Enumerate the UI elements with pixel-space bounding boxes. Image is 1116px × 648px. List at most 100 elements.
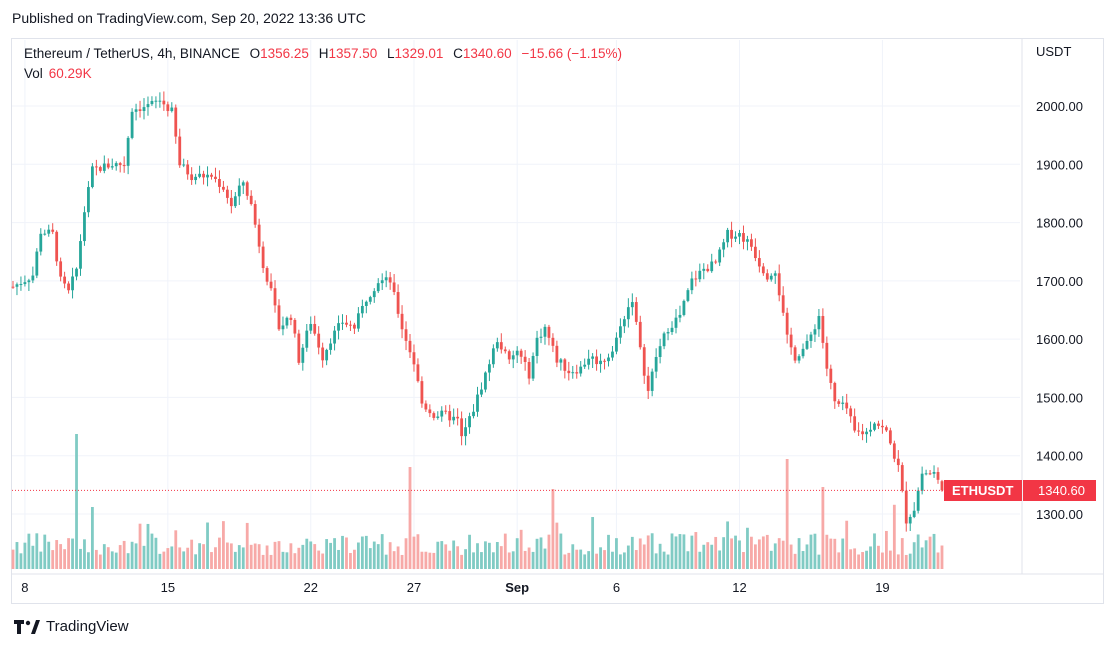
candle-body bbox=[126, 137, 130, 166]
candle-body bbox=[460, 418, 464, 437]
volume-bar bbox=[595, 553, 598, 569]
candle-body bbox=[785, 312, 789, 335]
volume-bar bbox=[619, 554, 622, 569]
volume-bar bbox=[571, 544, 575, 569]
volume-bar bbox=[793, 553, 797, 569]
volume-bar bbox=[777, 538, 781, 569]
volume-bar bbox=[615, 538, 618, 569]
volume-bar bbox=[912, 542, 916, 569]
volume-bar bbox=[789, 544, 793, 569]
candle-body bbox=[833, 382, 837, 402]
candle-body bbox=[55, 231, 59, 262]
candle-body bbox=[718, 249, 722, 263]
volume-bar bbox=[420, 551, 424, 569]
candle-body bbox=[285, 317, 289, 326]
candle-body bbox=[658, 346, 662, 358]
candle-body bbox=[559, 359, 563, 363]
volume-bar bbox=[162, 551, 166, 569]
volume-bar bbox=[150, 533, 154, 569]
volume-bar bbox=[476, 543, 479, 569]
candle-body bbox=[567, 370, 571, 374]
volume-bar bbox=[916, 534, 920, 569]
chart-frame[interactable] bbox=[11, 38, 1104, 604]
candle-body bbox=[464, 427, 467, 437]
candle-body bbox=[940, 481, 944, 491]
candle-body bbox=[892, 443, 896, 459]
volume-bar bbox=[678, 534, 682, 569]
candle-body bbox=[102, 163, 106, 171]
volume-bar bbox=[825, 534, 829, 569]
candle-body bbox=[162, 100, 166, 105]
vol-value: 60.29K bbox=[48, 66, 92, 81]
candle-body bbox=[757, 258, 761, 267]
candle-body bbox=[515, 350, 519, 356]
volume-bar bbox=[297, 547, 301, 569]
candle-body bbox=[904, 490, 908, 524]
candle-body bbox=[694, 278, 698, 280]
y-tick-label: 1500.00 bbox=[1036, 390, 1083, 405]
volume-bar bbox=[47, 541, 51, 569]
volume-bar bbox=[91, 507, 94, 569]
volume-bar bbox=[765, 534, 769, 569]
volume-bar bbox=[289, 543, 293, 569]
volume-bar bbox=[364, 535, 368, 569]
candle-body bbox=[325, 349, 329, 361]
candle-body bbox=[206, 174, 209, 178]
candle-body bbox=[654, 357, 658, 372]
volume-bar bbox=[857, 554, 861, 569]
volume-bar bbox=[313, 544, 317, 569]
candles bbox=[11, 91, 944, 532]
y-tick-label: 1600.00 bbox=[1036, 332, 1083, 347]
volume-bar bbox=[261, 554, 265, 569]
candle-body bbox=[861, 431, 864, 435]
candle-body bbox=[793, 347, 797, 361]
volume-bar bbox=[98, 554, 102, 569]
volume-bar bbox=[785, 459, 789, 569]
candle-body bbox=[619, 326, 622, 338]
x-tick-label: 22 bbox=[304, 580, 318, 595]
candle-body bbox=[912, 510, 916, 517]
volume-bar bbox=[317, 550, 321, 569]
candle-body bbox=[281, 325, 285, 330]
volume-bar bbox=[849, 549, 853, 569]
volume-bar bbox=[666, 554, 670, 569]
volume-bar bbox=[27, 533, 31, 569]
volume-bar bbox=[904, 554, 908, 569]
volume-bar bbox=[110, 551, 114, 569]
candle-body bbox=[468, 416, 471, 428]
low-value: 1329.01 bbox=[394, 46, 444, 61]
volume-bar bbox=[337, 549, 340, 569]
candle-body bbox=[79, 241, 82, 269]
candle-body bbox=[595, 356, 598, 365]
x-tick-label: 6 bbox=[613, 580, 620, 595]
volume-bar bbox=[202, 544, 205, 569]
candle-body bbox=[877, 423, 880, 426]
candle-body bbox=[841, 402, 845, 404]
volume-bar bbox=[841, 538, 845, 569]
candle-body bbox=[225, 189, 229, 198]
volume-bar bbox=[293, 553, 297, 569]
volume-bar bbox=[488, 542, 491, 569]
volume-bar bbox=[134, 543, 138, 569]
volume-bar bbox=[547, 534, 551, 569]
candle-body bbox=[781, 295, 785, 313]
volume-bar bbox=[885, 530, 888, 569]
candle-body bbox=[488, 364, 491, 373]
volume-bar bbox=[881, 552, 884, 569]
candle-body bbox=[317, 333, 321, 348]
symbol-label[interactable]: Ethereum / TetherUS, 4h, BINANCE bbox=[24, 46, 240, 61]
volume-bar bbox=[43, 534, 47, 569]
x-tick-label: 8 bbox=[21, 580, 28, 595]
candle-body bbox=[297, 333, 301, 363]
candle-body bbox=[821, 316, 825, 343]
footer-brand[interactable]: TradingView bbox=[14, 618, 129, 635]
y-tick-label: 1300.00 bbox=[1036, 507, 1083, 522]
y-tick-label: 1400.00 bbox=[1036, 449, 1083, 464]
volume-bar bbox=[59, 544, 63, 569]
volume-bar bbox=[599, 547, 602, 569]
candle-body bbox=[408, 340, 412, 353]
candle-body bbox=[626, 307, 630, 320]
volume-bar bbox=[321, 553, 325, 569]
volume-bar bbox=[472, 552, 475, 569]
